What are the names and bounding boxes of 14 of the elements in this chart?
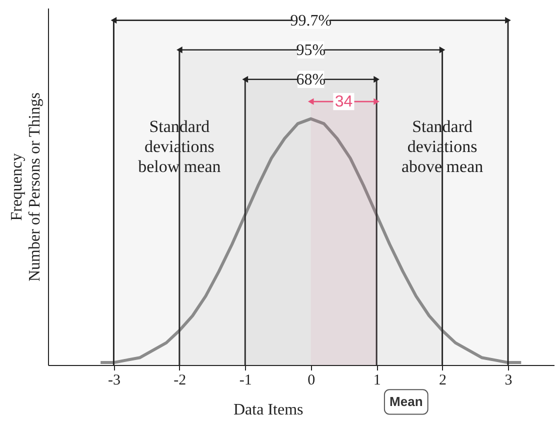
- y-axis-title: Frequency Number of Persons or Things: [8, 92, 44, 282]
- x-axis-title: Data Items: [234, 402, 304, 418]
- x-tick-label: -2: [174, 372, 186, 388]
- band-label: 95%: [296, 42, 326, 59]
- x-tick-label: 3: [504, 372, 512, 388]
- band-label: 99.7%: [290, 12, 332, 30]
- x-tick-label: -1: [239, 372, 252, 388]
- band-label: 34: [334, 94, 353, 111]
- x-tick-label: 0: [308, 372, 316, 388]
- band-label: 68%: [296, 71, 326, 88]
- x-tick-label: 2: [439, 372, 447, 388]
- x-tick-label: 1: [373, 372, 381, 388]
- text: Mean: [390, 394, 423, 409]
- x-tick-label: -3: [108, 372, 120, 388]
